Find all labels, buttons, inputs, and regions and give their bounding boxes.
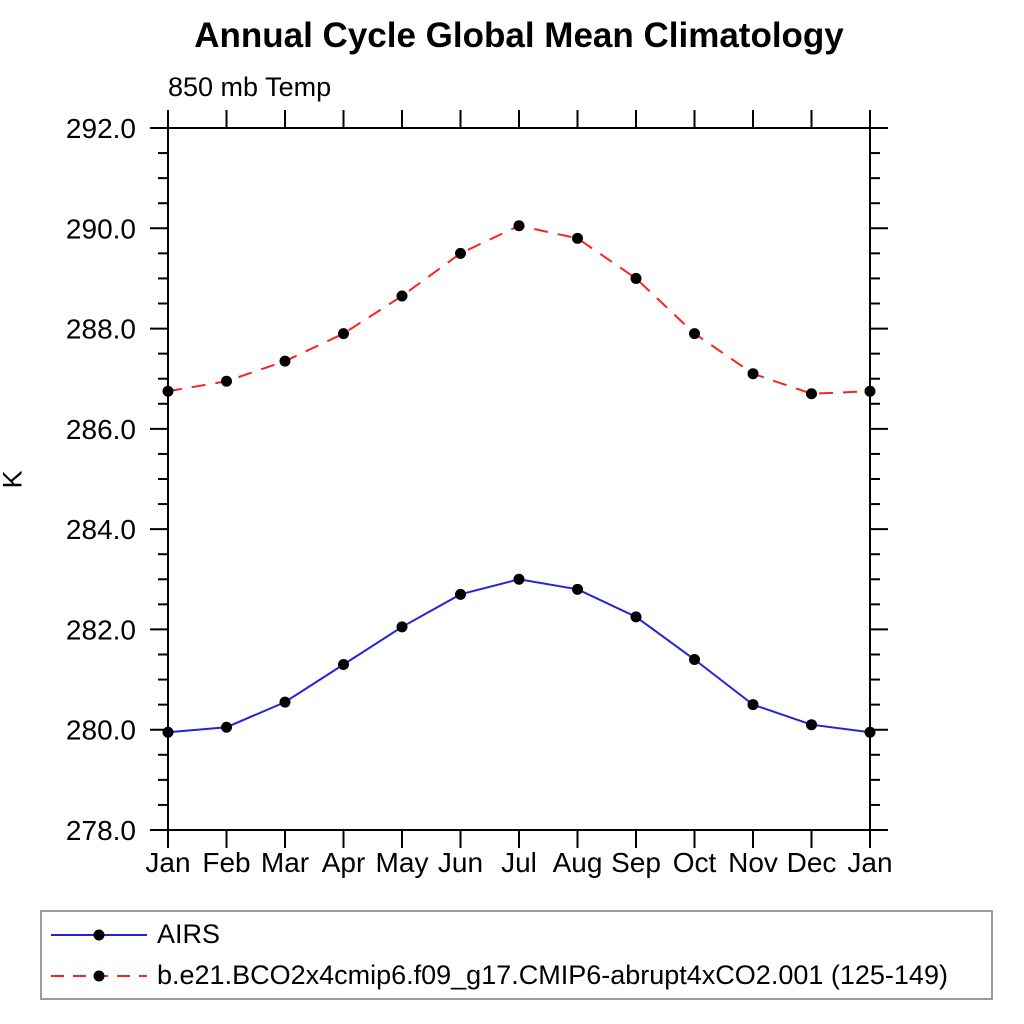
data-point xyxy=(162,385,174,397)
svg-text:Feb: Feb xyxy=(202,847,250,878)
legend-line-sample-solid xyxy=(51,929,147,940)
data-point xyxy=(747,368,759,380)
data-point xyxy=(513,573,525,585)
data-point xyxy=(221,375,232,387)
data-point xyxy=(572,232,583,244)
data-point xyxy=(513,220,525,232)
svg-text:Jun: Jun xyxy=(438,847,483,878)
data-point xyxy=(806,388,817,400)
series-airs xyxy=(162,573,876,738)
svg-text:May: May xyxy=(376,847,429,878)
svg-text:282.0: 282.0 xyxy=(66,614,136,645)
legend-row-airs: AIRS xyxy=(49,915,991,955)
data-point xyxy=(279,355,291,367)
axes-frame xyxy=(167,127,871,831)
svg-text:292.0: 292.0 xyxy=(66,113,136,144)
data-point xyxy=(221,721,232,733)
data-point xyxy=(630,272,642,284)
svg-text:Dec: Dec xyxy=(787,847,837,878)
data-point xyxy=(338,659,349,671)
legend-line-sample-dashed xyxy=(51,970,147,981)
svg-text:Jul: Jul xyxy=(501,847,537,878)
data-point xyxy=(747,699,759,711)
svg-text:278.0: 278.0 xyxy=(66,815,136,846)
svg-text:280.0: 280.0 xyxy=(66,715,136,746)
series-model xyxy=(162,220,876,400)
data-point xyxy=(455,247,466,259)
y-tick-labels: 278.0 280.0 282.0 284.0 286.0 288.0 290.0 292.0 xyxy=(66,113,136,846)
data-point xyxy=(806,719,817,731)
y-axis-ticks xyxy=(150,127,888,831)
data-point xyxy=(455,588,466,600)
chart-subtitle: 850 mb Temp xyxy=(168,72,332,102)
x-axis-ticks xyxy=(167,110,871,848)
legend-row-model: b.e21.BCO2x4cmip6.f09_g17.CMIP6-abrupt4x… xyxy=(49,956,991,996)
data-point xyxy=(630,611,642,623)
svg-text:286.0: 286.0 xyxy=(66,414,136,445)
legend-label-airs: AIRS xyxy=(157,919,221,949)
data-point xyxy=(689,654,700,666)
svg-text:Apr: Apr xyxy=(322,847,366,878)
data-point xyxy=(864,726,876,738)
data-point xyxy=(162,726,174,738)
data-point xyxy=(572,583,583,595)
svg-text:Oct: Oct xyxy=(673,847,717,878)
data-point xyxy=(279,696,291,708)
svg-text:Mar: Mar xyxy=(261,847,309,878)
svg-text:Nov: Nov xyxy=(728,847,778,878)
chart-title: Annual Cycle Global Mean Climatology xyxy=(194,16,844,55)
svg-text:290.0: 290.0 xyxy=(66,213,136,244)
data-point xyxy=(689,328,700,340)
svg-text:Jan: Jan xyxy=(145,847,190,878)
legend-label-model: b.e21.BCO2x4cmip6.f09_g17.CMIP6-abrupt4x… xyxy=(157,960,948,990)
svg-text:288.0: 288.0 xyxy=(66,314,136,345)
svg-text:Jan: Jan xyxy=(847,847,892,878)
data-point xyxy=(396,290,408,302)
svg-text:284.0: 284.0 xyxy=(66,514,136,545)
legend-box: AIRS b.e21.BCO2x4cmip6.f09_g17.CMIP6-abr… xyxy=(40,910,993,1000)
x-tick-labels: Jan Feb Mar Apr May Jun Jul Aug Sep Oct Nov Dec Jan xyxy=(145,847,892,878)
data-point xyxy=(396,621,408,633)
data-point xyxy=(864,385,876,397)
legend-marker-icon xyxy=(93,970,105,981)
legend-marker-icon xyxy=(93,929,105,940)
svg-text:Aug: Aug xyxy=(553,847,603,878)
svg-text:Sep: Sep xyxy=(611,847,661,878)
data-point xyxy=(338,328,349,340)
